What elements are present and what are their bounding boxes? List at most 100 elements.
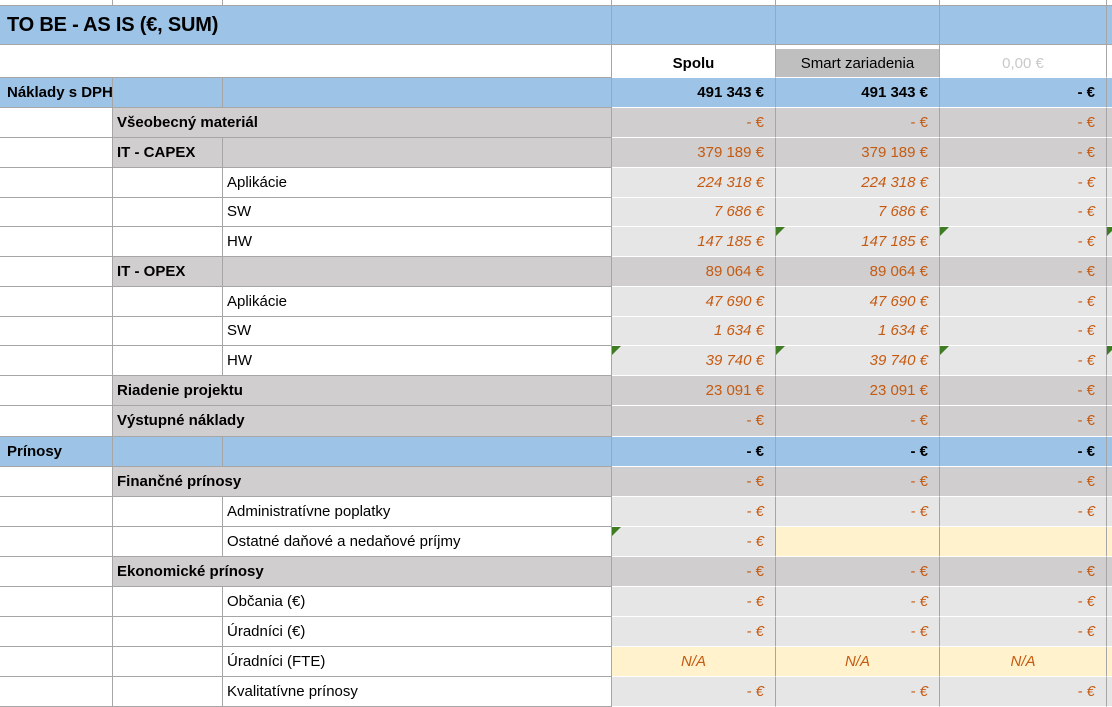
cell-third[interactable]: - € xyxy=(940,467,1107,497)
cell-spolu[interactable]: - € xyxy=(612,677,776,707)
indent-cell[interactable] xyxy=(0,108,113,138)
cell-spolu[interactable]: 379 189 € xyxy=(612,138,776,168)
cell-spolu[interactable]: 1 634 € xyxy=(612,317,776,346)
cell-spolu[interactable]: - € xyxy=(612,617,776,647)
indent-cell[interactable] xyxy=(113,617,223,647)
cell-smart[interactable]: - € xyxy=(776,587,940,617)
indent-cell[interactable] xyxy=(113,677,223,707)
cell-spolu[interactable]: 224 318 € xyxy=(612,168,776,198)
column-header-amount[interactable]: 0,00 € xyxy=(940,49,1107,78)
cell-smart[interactable]: 1 634 € xyxy=(776,317,940,346)
cell-smart[interactable]: - € xyxy=(776,108,940,138)
cell-third[interactable]: - € xyxy=(940,138,1107,168)
cell-spolu[interactable]: - € xyxy=(612,527,776,557)
cell-third[interactable]: - € xyxy=(940,108,1107,138)
cell-third[interactable]: - € xyxy=(940,78,1107,108)
cell-spolu[interactable]: 23 091 € xyxy=(612,376,776,406)
cell-smart[interactable]: 39 740 € xyxy=(776,346,940,376)
cell-third[interactable]: - € xyxy=(940,257,1107,287)
cell-third[interactable]: - € xyxy=(940,437,1107,467)
indent-cell[interactable] xyxy=(0,138,113,168)
row-label[interactable]: Administratívne poplatky xyxy=(223,497,612,527)
column-header-spolu[interactable]: Spolu xyxy=(612,49,776,78)
spacer-cell[interactable] xyxy=(113,437,223,467)
row-label[interactable]: Úradníci (€) xyxy=(223,617,612,647)
indent-cell[interactable] xyxy=(0,376,113,406)
cell-spolu[interactable]: 7 686 € xyxy=(612,198,776,227)
cell-third-highlighted[interactable] xyxy=(940,527,1107,557)
row-label[interactable]: Úradníci (FTE) xyxy=(223,647,612,677)
cell-spolu[interactable]: - € xyxy=(612,587,776,617)
cell-third[interactable]: - € xyxy=(940,346,1107,376)
indent-cell[interactable] xyxy=(0,527,113,557)
row-label[interactable]: HW xyxy=(223,346,612,376)
spacer-cell[interactable] xyxy=(223,78,612,108)
cell-smart[interactable]: 491 343 € xyxy=(776,78,940,108)
row-label[interactable]: Aplikácie xyxy=(223,287,612,317)
indent-cell[interactable] xyxy=(0,647,113,677)
row-label[interactable]: Všeobecný materiál xyxy=(113,108,612,138)
cell-smart[interactable]: 147 185 € xyxy=(776,227,940,257)
cell-smart[interactable]: 379 189 € xyxy=(776,138,940,168)
cell-spolu[interactable]: - € xyxy=(612,467,776,497)
spacer-cell[interactable] xyxy=(223,138,612,168)
cell-third[interactable]: - € xyxy=(940,168,1107,198)
cell-smart-highlighted[interactable] xyxy=(776,527,940,557)
row-label[interactable]: Ekonomické prínosy xyxy=(113,557,612,587)
cell-third[interactable]: N/A xyxy=(940,647,1107,677)
row-label[interactable]: HW xyxy=(223,227,612,257)
spacer-cell[interactable] xyxy=(223,257,612,287)
spacer-cell[interactable] xyxy=(940,6,1107,45)
cell-smart[interactable]: - € xyxy=(776,617,940,647)
indent-cell[interactable] xyxy=(0,346,113,376)
cell-third[interactable]: - € xyxy=(940,376,1107,406)
indent-cell[interactable] xyxy=(0,406,113,437)
row-label[interactable]: Finančné prínosy xyxy=(113,467,612,497)
indent-cell[interactable] xyxy=(113,168,223,198)
indent-cell[interactable] xyxy=(113,287,223,317)
cell-third[interactable]: - € xyxy=(940,227,1107,257)
cell-third[interactable]: - € xyxy=(940,587,1107,617)
indent-cell[interactable] xyxy=(113,317,223,346)
column-header-smart-zariadenia[interactable]: Smart zariadenia xyxy=(776,49,940,78)
cell-smart[interactable]: - € xyxy=(776,406,940,437)
indent-cell[interactable] xyxy=(0,168,113,198)
spacer-cell[interactable] xyxy=(612,6,776,45)
row-label[interactable]: Ostatné daňové a nedaňové príjmy xyxy=(223,527,612,557)
cell-smart[interactable]: 7 686 € xyxy=(776,198,940,227)
indent-cell[interactable] xyxy=(113,647,223,677)
row-label[interactable]: IT - CAPEX xyxy=(113,138,223,168)
row-label[interactable]: Aplikácie xyxy=(223,168,612,198)
indent-cell[interactable] xyxy=(113,497,223,527)
cell-spolu[interactable]: - € xyxy=(612,437,776,467)
cell-third[interactable]: - € xyxy=(940,317,1107,346)
cell-spolu[interactable]: 89 064 € xyxy=(612,257,776,287)
cell-third[interactable]: - € xyxy=(940,198,1107,227)
indent-cell[interactable] xyxy=(0,587,113,617)
cell-spolu[interactable]: - € xyxy=(612,497,776,527)
row-label[interactable]: IT - OPEX xyxy=(113,257,223,287)
cell-third[interactable]: - € xyxy=(940,677,1107,707)
sheet-title[interactable]: TO BE - AS IS (€, SUM) xyxy=(0,6,612,45)
spacer-cell[interactable] xyxy=(113,78,223,108)
row-label[interactable]: SW xyxy=(223,198,612,227)
row-label[interactable]: Kvalitatívne prínosy xyxy=(223,677,612,707)
cell-spolu[interactable]: N/A xyxy=(612,647,776,677)
row-label[interactable]: Výstupné náklady xyxy=(113,406,612,437)
indent-cell[interactable] xyxy=(0,198,113,227)
indent-cell[interactable] xyxy=(113,587,223,617)
indent-cell[interactable] xyxy=(0,317,113,346)
indent-cell[interactable] xyxy=(0,227,113,257)
cell-smart[interactable]: N/A xyxy=(776,647,940,677)
cell-smart[interactable]: 23 091 € xyxy=(776,376,940,406)
cell-smart[interactable]: 89 064 € xyxy=(776,257,940,287)
cell-third[interactable]: - € xyxy=(940,557,1107,587)
row-label[interactable]: Občania (€) xyxy=(223,587,612,617)
cell-smart[interactable]: - € xyxy=(776,497,940,527)
cell-smart[interactable]: 224 318 € xyxy=(776,168,940,198)
indent-cell[interactable] xyxy=(0,617,113,647)
cell-third[interactable]: - € xyxy=(940,617,1107,647)
spacer-cell[interactable] xyxy=(223,437,612,467)
indent-cell[interactable] xyxy=(0,557,113,587)
cell-spolu[interactable]: - € xyxy=(612,406,776,437)
